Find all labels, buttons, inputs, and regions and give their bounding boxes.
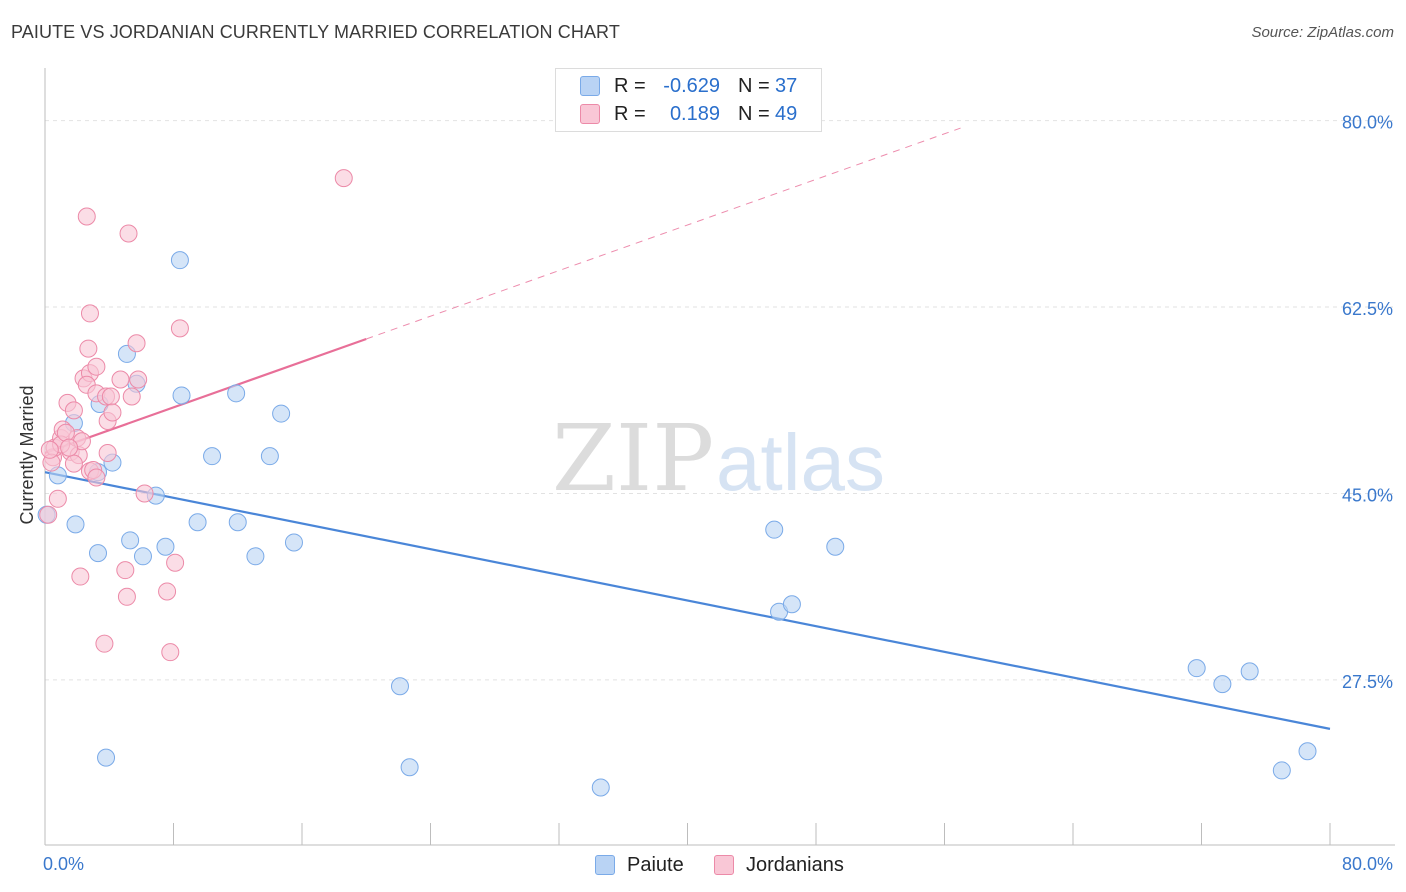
jordanians-point xyxy=(40,440,59,459)
paiute-point xyxy=(1240,662,1259,681)
jordanians-point xyxy=(158,582,177,601)
jordanians-trend-line xyxy=(44,337,367,455)
n-label: N = xyxy=(738,102,770,125)
jordanians-point xyxy=(64,401,83,420)
x-tick-label: 80.0% xyxy=(1342,854,1393,874)
correlation-legend: R = -0.629 N = 37 R = 0.189 N = 49 xyxy=(555,68,822,132)
jordanians-point xyxy=(48,489,67,508)
y-tick-label: 45.0% xyxy=(1342,485,1393,505)
trend-lines xyxy=(44,127,1331,730)
paiute-point xyxy=(172,386,191,405)
r-value: 0.189 xyxy=(669,102,720,125)
paiute-point xyxy=(591,778,610,797)
paiute-point xyxy=(133,547,152,566)
jordanians-point xyxy=(60,438,79,457)
jordanians-point xyxy=(170,319,189,338)
paiute-point xyxy=(284,533,303,552)
paiute-point xyxy=(272,404,291,423)
bottom-legend-jordanians: Jordanians xyxy=(714,852,844,878)
jordanians-point xyxy=(87,468,106,487)
jordanians-swatch xyxy=(580,104,600,124)
jordanians-point xyxy=(39,505,58,524)
r-label: R = xyxy=(614,102,646,125)
jordanians-point xyxy=(166,553,185,572)
chart-title: PAIUTE VS JORDANIAN CURRENTLY MARRIED CO… xyxy=(11,22,620,42)
jordanians-point xyxy=(116,561,135,580)
paiute-swatch xyxy=(595,855,615,875)
paiute-point xyxy=(1213,675,1232,694)
jordanians-point xyxy=(80,304,99,323)
watermark-atlas: atlas xyxy=(716,418,885,507)
jordanians-point xyxy=(119,224,138,243)
n-label: N = xyxy=(738,74,770,97)
jordanians-point xyxy=(135,484,154,503)
legend-row-paiute: R = -0.629 N = 37 xyxy=(580,73,797,99)
jordanians-point xyxy=(101,387,120,406)
y-tick-label: 62.5% xyxy=(1342,299,1393,319)
y-tick-label: 27.5% xyxy=(1342,672,1393,692)
y-axis-title: Currently Married xyxy=(17,385,37,524)
paiute-point xyxy=(228,513,247,532)
paiute-swatch xyxy=(580,76,600,96)
jordanians-point xyxy=(111,370,130,389)
watermark: ZIP atlas xyxy=(552,405,885,512)
paiute-point xyxy=(97,748,116,767)
n-value: 49 xyxy=(775,102,798,125)
paiute-point xyxy=(1272,761,1291,780)
jordanians-point xyxy=(161,643,180,662)
jordanians-point xyxy=(122,387,141,406)
jordanians-swatch xyxy=(714,855,734,875)
paiute-point xyxy=(227,384,246,403)
jordanians-point xyxy=(117,587,136,606)
watermark-zip: ZIP xyxy=(552,405,714,512)
paiute-point xyxy=(66,515,85,534)
x-tick-label: 0.0% xyxy=(43,854,84,874)
paiute-point xyxy=(121,531,140,550)
jordanians-point xyxy=(334,169,353,188)
paiute-point xyxy=(826,537,845,556)
paiute-point xyxy=(170,251,189,270)
data-points xyxy=(37,169,1317,797)
paiute-point xyxy=(765,520,784,539)
jordanians-point xyxy=(64,454,83,473)
paiute-point xyxy=(188,513,207,532)
gridlines xyxy=(45,120,1395,681)
paiute-point xyxy=(203,447,222,466)
n-value: 37 xyxy=(775,74,798,97)
paiute-point xyxy=(1298,742,1317,761)
jordanians-point xyxy=(129,370,148,389)
jordanians-point xyxy=(127,334,146,353)
jordanians-point xyxy=(79,339,98,358)
jordanians-point xyxy=(71,567,90,586)
paiute-legend-label: Paiute xyxy=(627,853,684,876)
legend-row-jordanians: R = 0.189 N = 49 xyxy=(580,101,797,127)
jordanians-trend-extension xyxy=(366,127,961,340)
paiute-point xyxy=(400,758,419,777)
axis-labels: 27.5% 45.0% 62.5% 80.0% 0.0% 80.0% Currently M… xyxy=(17,113,1393,874)
paiute-point xyxy=(782,595,801,614)
paiute-point xyxy=(89,544,108,563)
bottom-legend-paiute: Paiute xyxy=(595,852,684,878)
y-tick-label: 80.0% xyxy=(1342,113,1393,133)
jordanians-point xyxy=(56,423,75,442)
paiute-point xyxy=(156,537,175,556)
r-value: -0.629 xyxy=(663,74,720,97)
jordanians-point xyxy=(87,357,106,376)
paiute-point xyxy=(1187,659,1206,678)
r-label: R = xyxy=(614,74,646,97)
paiute-trend-line xyxy=(44,471,1331,730)
jordanians-point xyxy=(103,403,122,422)
paiute-point xyxy=(246,547,265,566)
paiute-point xyxy=(390,677,409,696)
source-label: Source: ZipAtlas.com xyxy=(1251,24,1394,41)
paiute-point xyxy=(260,447,279,466)
jordanians-legend-label: Jordanians xyxy=(746,853,844,876)
jordanians-point xyxy=(77,207,96,226)
jordanians-point xyxy=(95,634,114,653)
jordanians-point xyxy=(98,443,117,462)
